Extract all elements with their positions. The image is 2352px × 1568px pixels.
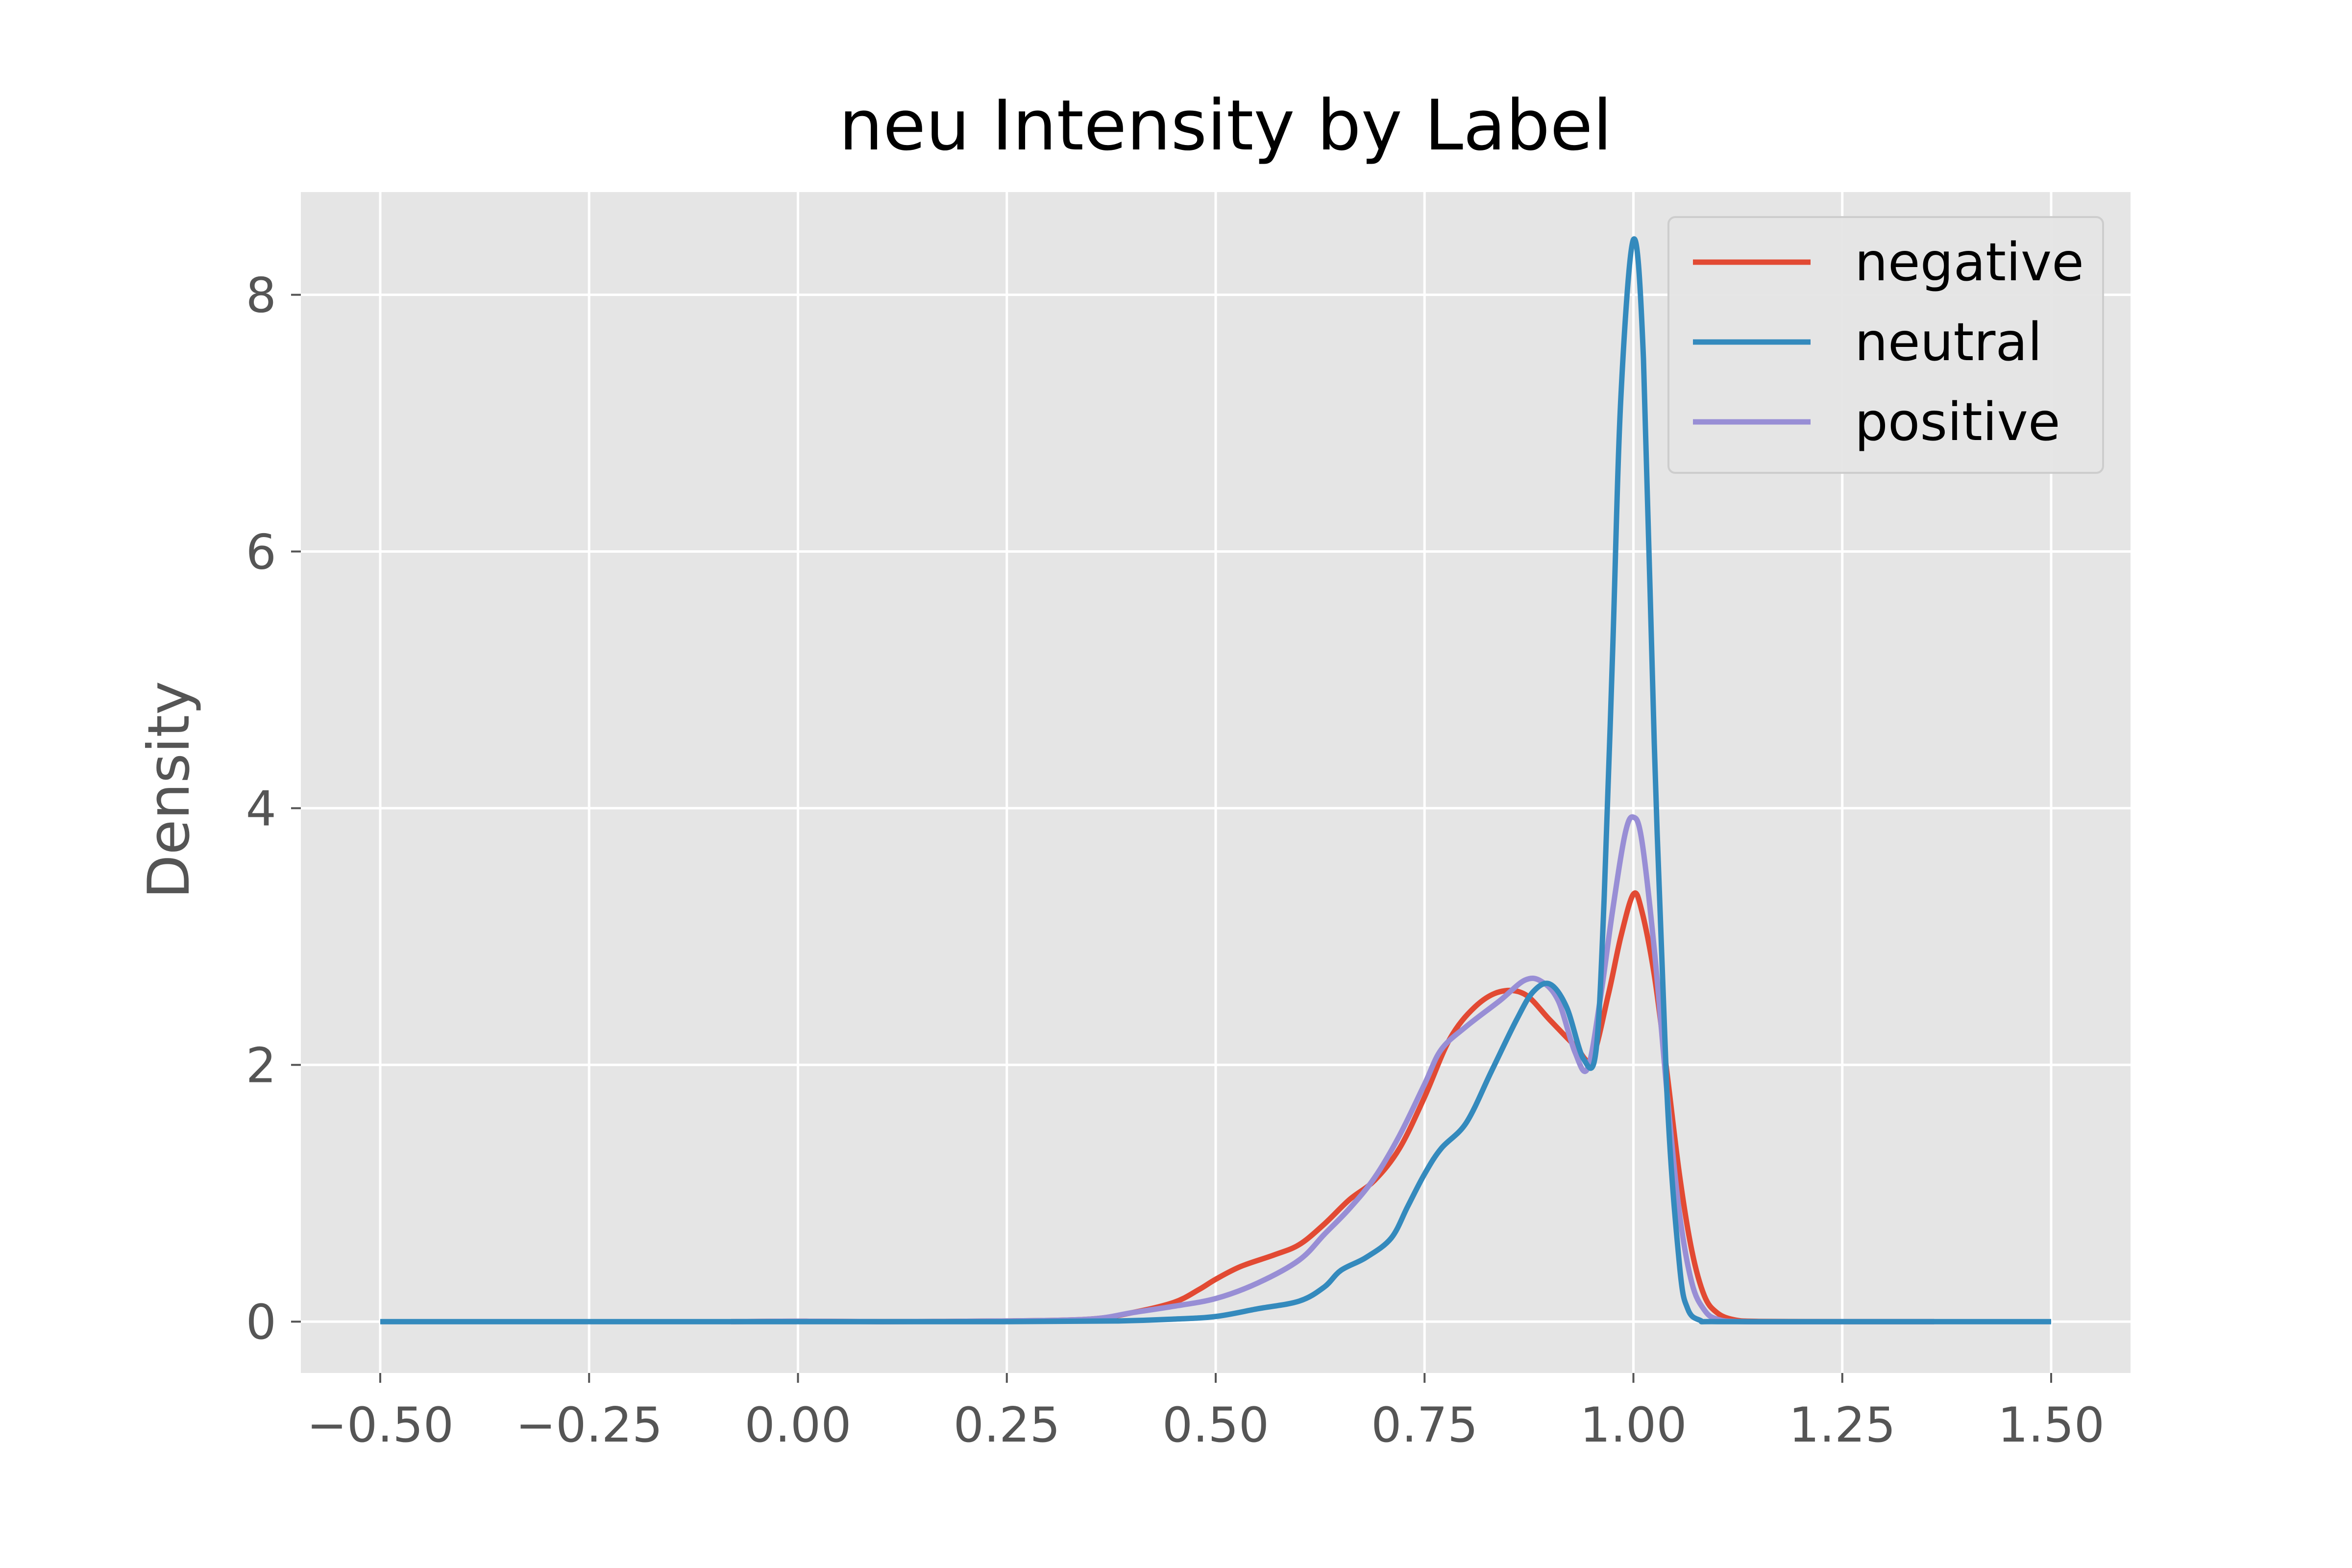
x-tick-label: 0.75 bbox=[1371, 1397, 1478, 1453]
y-tick-label: 6 bbox=[246, 524, 276, 580]
legend-label-negative: negative bbox=[1855, 232, 2084, 293]
series-lines bbox=[380, 236, 2051, 1325]
x-tick-label: 1.00 bbox=[1580, 1397, 1687, 1453]
x-tick-label: 1.50 bbox=[1998, 1397, 2105, 1453]
y-tick-label: 8 bbox=[246, 268, 276, 324]
legend: negative neutral positive bbox=[1667, 216, 2104, 474]
y-tick-label: 0 bbox=[246, 1295, 276, 1350]
x-axis-ticks: −0.50 −0.25 0.00 0.25 0.50 0.75 1.00 1.25 1.50 bbox=[307, 1373, 2105, 1453]
x-tick-label: 0.50 bbox=[1162, 1397, 1269, 1453]
legend-label-neutral: neutral bbox=[1855, 312, 2042, 373]
legend-label-positive: positive bbox=[1855, 392, 2060, 453]
x-tick-label: 1.25 bbox=[1789, 1397, 1896, 1453]
x-tick-label: −0.25 bbox=[515, 1397, 662, 1453]
y-axis-ticks: 0 2 4 6 8 bbox=[246, 268, 301, 1350]
series-line-positive bbox=[731, 814, 1935, 1325]
x-tick-label: 0.00 bbox=[744, 1397, 851, 1453]
y-tick-label: 4 bbox=[246, 781, 276, 837]
y-axis-label: Density bbox=[135, 681, 202, 899]
legend-box bbox=[1667, 216, 2104, 474]
y-tick-label: 2 bbox=[246, 1038, 276, 1094]
chart-title: neu Intensity by Label bbox=[839, 85, 1612, 166]
x-tick-label: −0.50 bbox=[307, 1397, 454, 1453]
series-line-neutral bbox=[380, 236, 2051, 1324]
x-tick-label: 0.25 bbox=[954, 1397, 1060, 1453]
